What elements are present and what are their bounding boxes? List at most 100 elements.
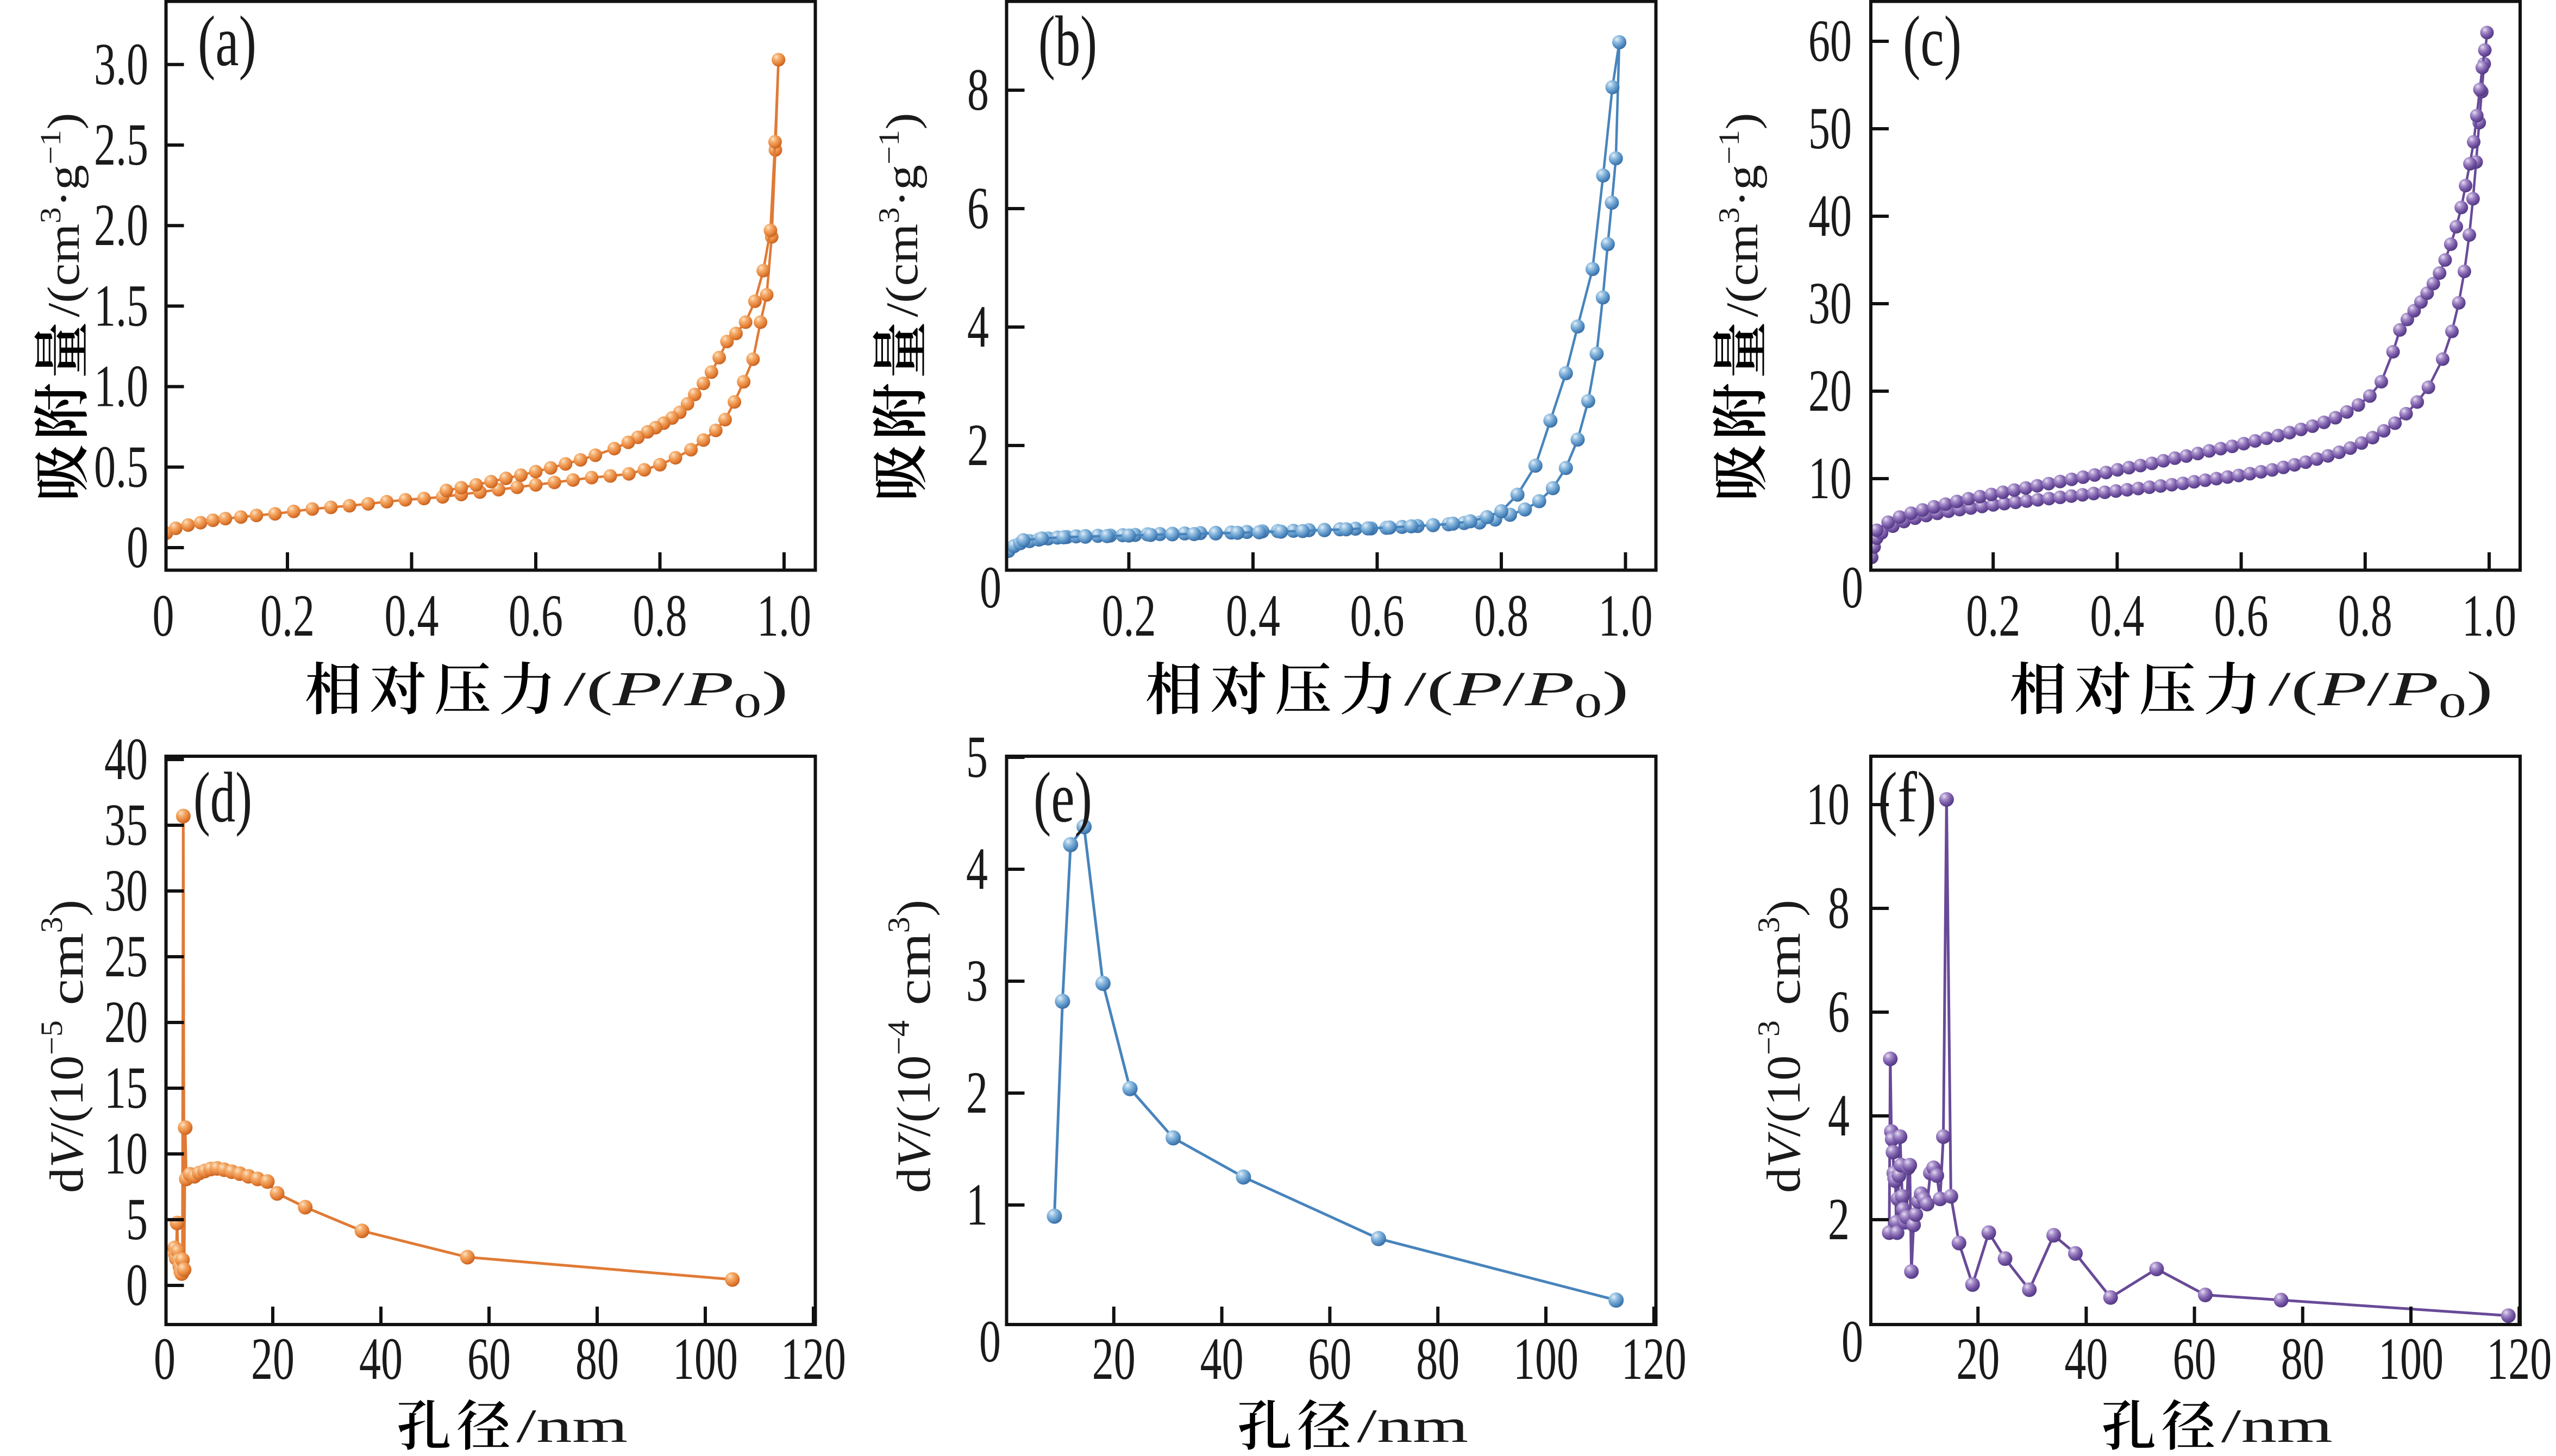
svg-text:3: 3 (1713, 207, 1745, 223)
svg-text:0.4: 0.4 (1226, 582, 1280, 649)
svg-text:·g: ·g (877, 165, 928, 207)
svg-text:15: 15 (104, 1055, 148, 1121)
svg-text:120: 120 (781, 1326, 846, 1392)
svg-text:V: V (1758, 1132, 1810, 1168)
svg-text:/(10: /(10 (41, 1055, 93, 1137)
svg-text:): ) (39, 113, 89, 130)
svg-text:/(: /( (563, 662, 613, 716)
svg-text:20: 20 (104, 989, 148, 1055)
svg-text:/nm: /nm (1357, 1400, 1468, 1453)
svg-text:3: 3 (1752, 917, 1786, 933)
svg-text:1.5: 1.5 (94, 272, 148, 338)
svg-text:2.0: 2.0 (94, 192, 148, 258)
svg-text:P: P (2389, 662, 2439, 716)
svg-text:3: 3 (873, 207, 905, 223)
svg-text:−1: −1 (1713, 130, 1745, 165)
svg-text:0: 0 (154, 1326, 176, 1392)
svg-text:20: 20 (1808, 357, 1852, 424)
svg-text:V: V (41, 1132, 93, 1168)
svg-text:·g: ·g (1717, 165, 1768, 207)
svg-text:): ) (2466, 662, 2493, 716)
svg-text:d: d (888, 1168, 941, 1193)
svg-text:8: 8 (1828, 875, 1850, 941)
svg-text:2.5: 2.5 (94, 111, 148, 178)
svg-text:/nm: /nm (516, 1400, 628, 1453)
svg-text:0: 0 (980, 554, 1001, 620)
svg-text:cm: cm (41, 933, 93, 1020)
svg-text:30: 30 (104, 857, 148, 924)
svg-text:2: 2 (967, 412, 989, 478)
svg-text:P: P (2317, 662, 2367, 716)
svg-text:): ) (1717, 113, 1768, 130)
svg-text:/(: /( (2269, 662, 2318, 716)
svg-text:/nm: /nm (2221, 1400, 2333, 1453)
svg-text:(b): (b) (1038, 1, 1097, 81)
svg-text:d: d (1758, 1168, 1810, 1193)
svg-text:3: 3 (966, 947, 988, 1014)
svg-text:40: 40 (1200, 1326, 1244, 1392)
svg-text:100: 100 (673, 1326, 738, 1392)
svg-text:50: 50 (1808, 95, 1852, 161)
svg-text:10: 10 (1806, 771, 1850, 837)
svg-text:6: 6 (1828, 978, 1850, 1045)
svg-text:(e): (e) (1033, 757, 1092, 837)
svg-text:30: 30 (1808, 270, 1852, 336)
svg-text:(c): (c) (1903, 1, 1962, 81)
svg-text:100: 100 (2378, 1326, 2444, 1392)
svg-text:0: 0 (1574, 686, 1602, 725)
svg-text:1: 1 (966, 1171, 988, 1238)
svg-text:60: 60 (2173, 1326, 2216, 1392)
svg-text:40: 40 (359, 1326, 403, 1392)
svg-text:80: 80 (2281, 1326, 2325, 1392)
svg-text:4: 4 (1828, 1082, 1850, 1149)
svg-text:(a): (a) (198, 1, 256, 81)
svg-text:0: 0 (734, 686, 761, 725)
svg-text:20: 20 (1956, 1326, 2000, 1392)
svg-text:10: 10 (104, 1120, 148, 1187)
svg-text:60: 60 (1808, 8, 1852, 74)
svg-text:0: 0 (126, 1252, 148, 1318)
svg-text:0.2: 0.2 (1102, 582, 1156, 649)
svg-text:0.2: 0.2 (1966, 582, 2020, 649)
svg-text:2: 2 (1828, 1186, 1850, 1252)
svg-text:100: 100 (1513, 1326, 1578, 1392)
svg-text:1.0: 1.0 (2462, 582, 2516, 649)
svg-text:10: 10 (1808, 445, 1852, 511)
svg-text:0.4: 0.4 (385, 582, 439, 649)
svg-text:20: 20 (1092, 1326, 1136, 1392)
svg-text:120: 120 (1621, 1326, 1687, 1392)
svg-text:(f): (f) (1878, 757, 1937, 837)
svg-text:/: / (2367, 662, 2389, 716)
svg-text:80: 80 (1416, 1326, 1459, 1392)
svg-text:0: 0 (153, 582, 174, 649)
svg-text:0.2: 0.2 (260, 582, 315, 649)
svg-text:): ) (1602, 662, 1629, 716)
svg-text:0: 0 (1841, 1308, 1863, 1375)
svg-text:−1: −1 (873, 130, 905, 165)
svg-text:(d): (d) (193, 757, 252, 837)
svg-text:3.0: 3.0 (94, 31, 148, 97)
svg-text:3: 3 (35, 917, 69, 933)
svg-text:4: 4 (966, 836, 988, 902)
svg-text:5: 5 (126, 1186, 148, 1252)
svg-text:−4: −4 (882, 1020, 916, 1055)
svg-text:/(cm: /(cm (39, 224, 89, 317)
svg-text:P: P (1524, 662, 1575, 716)
svg-text:3: 3 (882, 917, 916, 933)
svg-text:80: 80 (575, 1326, 619, 1392)
svg-text:0.6: 0.6 (1350, 582, 1405, 649)
svg-text:0.5: 0.5 (94, 434, 148, 500)
svg-text:6: 6 (967, 175, 989, 241)
svg-text:d: d (41, 1168, 93, 1193)
svg-text:): ) (41, 900, 93, 917)
svg-text:40: 40 (1808, 183, 1852, 249)
svg-text:3: 3 (34, 207, 67, 223)
svg-text:): ) (1758, 900, 1810, 917)
svg-text:/(10: /(10 (888, 1055, 941, 1137)
svg-text:P: P (1452, 662, 1503, 716)
svg-text:−5: −5 (35, 1020, 69, 1055)
svg-text:·g: ·g (39, 165, 89, 207)
svg-text:1.0: 1.0 (757, 582, 811, 649)
svg-text:P: P (612, 662, 662, 716)
svg-text:0.8: 0.8 (2338, 582, 2392, 649)
